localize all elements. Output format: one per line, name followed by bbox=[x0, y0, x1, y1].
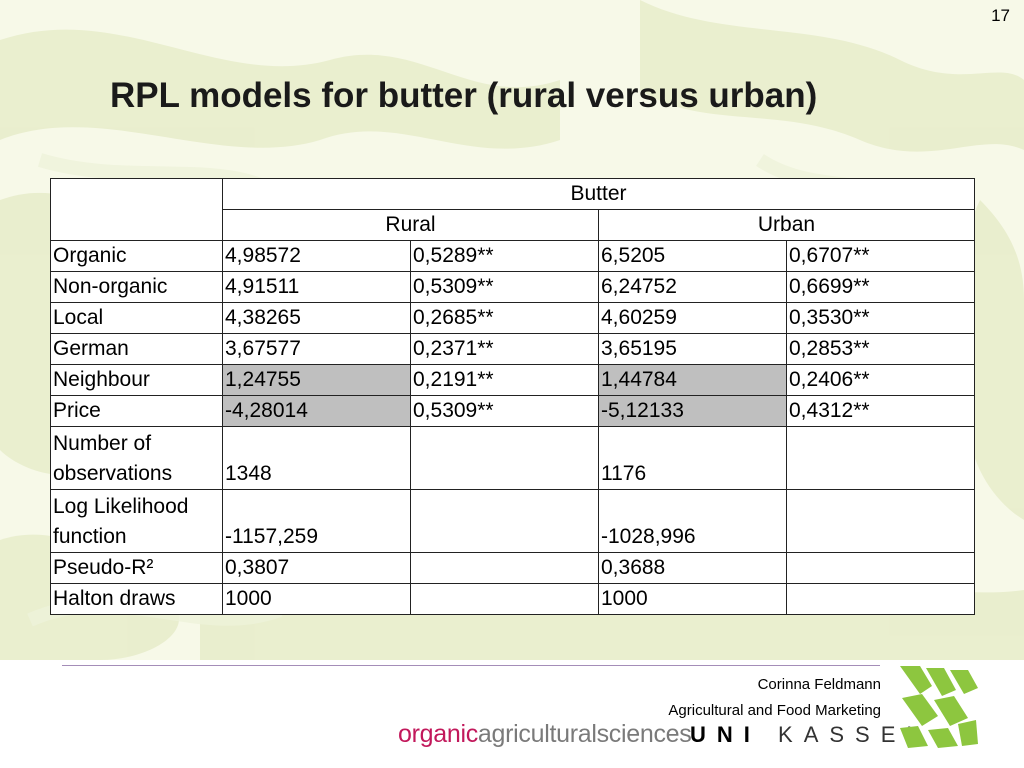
table-row: Neighbour 1,24755 0,2191** 1,44784 0,240… bbox=[50, 364, 975, 396]
cell-urban-value: -1028,996 bbox=[598, 489, 787, 553]
table-row: Number of observations 1348 1176 bbox=[50, 426, 975, 490]
cell-urban-value: 0,3688 bbox=[598, 552, 787, 584]
table-row: Price -4,28014 0,5309** -5,12133 0,4312*… bbox=[50, 395, 975, 427]
page-number: 17 bbox=[991, 6, 1010, 25]
cell-urban-sd: 0,2406** bbox=[786, 364, 975, 396]
empty-cell bbox=[410, 552, 599, 584]
row-label: Halton draws bbox=[50, 583, 223, 615]
brand-rest: agriculturalsciences bbox=[477, 720, 692, 748]
author-name: Corinna Feldmann bbox=[757, 676, 881, 693]
footer-divider bbox=[62, 665, 880, 666]
row-label: Number of observations bbox=[50, 426, 223, 490]
table-row: Pseudo-R² 0,3807 0,3688 bbox=[50, 552, 975, 584]
footer-background bbox=[0, 660, 1024, 768]
empty-cell bbox=[786, 426, 975, 490]
cell-rural-coef: 4,38265 bbox=[222, 302, 411, 334]
row-label: Non-organic bbox=[50, 271, 223, 303]
department-name: Agricultural and Food Marketing bbox=[668, 702, 881, 719]
cell-rural-coef: -4,28014 bbox=[222, 395, 411, 427]
uni-rest: KASSEL bbox=[778, 722, 930, 747]
table-row: Organic 4,98572 0,5289** 6,5205 0,6707** bbox=[50, 240, 975, 272]
cell-urban-coef: 4,60259 bbox=[598, 302, 787, 334]
empty-cell bbox=[786, 552, 975, 584]
table-header-row: Butter bbox=[50, 178, 975, 241]
uni-bold: UNI bbox=[690, 722, 761, 747]
cell-urban-sd: 0,6707** bbox=[786, 240, 975, 272]
cell-urban-value: 1176 bbox=[598, 426, 787, 490]
cell-rural-sd: 0,5289** bbox=[410, 240, 599, 272]
row-label: Log Likelihood function bbox=[50, 489, 223, 553]
results-table: Butter Rural Urban Organic 4,98572 0,528… bbox=[50, 178, 975, 615]
row-label-line1: Number of bbox=[53, 432, 152, 455]
empty-cell bbox=[786, 583, 975, 615]
row-label: German bbox=[50, 333, 223, 365]
table-row: Log Likelihood function -1157,259 -1028,9… bbox=[50, 489, 975, 553]
row-label-line2: function bbox=[53, 525, 127, 548]
row-label: Price bbox=[50, 395, 223, 427]
subheader-urban: Urban bbox=[598, 209, 975, 241]
brand-organic: organic bbox=[398, 720, 478, 748]
table-row: Halton draws 1000 1000 bbox=[50, 583, 975, 615]
table-row: Local 4,38265 0,2685** 4,60259 0,3530** bbox=[50, 302, 975, 334]
corner-cell bbox=[50, 178, 223, 241]
uni-kassel-logo-icon bbox=[900, 666, 978, 748]
table-row: Non-organic 4,91511 0,5309** 6,24752 0,6… bbox=[50, 271, 975, 303]
row-label: Neighbour bbox=[50, 364, 223, 396]
cell-rural-sd: 0,2371** bbox=[410, 333, 599, 365]
cell-rural-coef: 4,91511 bbox=[222, 271, 411, 303]
organic-agricultural-sciences-wordmark: organicagriculturalsciences bbox=[398, 720, 692, 749]
row-label: Local bbox=[50, 302, 223, 334]
cell-rural-sd: 0,5309** bbox=[410, 271, 599, 303]
row-label-line1: Log Likelihood bbox=[53, 495, 189, 518]
cell-rural-sd: 0,2191** bbox=[410, 364, 599, 396]
empty-cell bbox=[410, 583, 599, 615]
cell-rural-coef: 4,98572 bbox=[222, 240, 411, 272]
row-label-line2: observations bbox=[53, 462, 173, 485]
subheader-rural: Rural bbox=[222, 209, 599, 241]
table-row: German 3,67577 0,2371** 3,65195 0,2853** bbox=[50, 333, 975, 365]
cell-rural-value: 1000 bbox=[222, 583, 411, 615]
cell-urban-sd: 0,3530** bbox=[786, 302, 975, 334]
cell-urban-value: 1000 bbox=[598, 583, 787, 615]
slide-title: RPL models for butter (rural versus urba… bbox=[110, 76, 818, 115]
cell-rural-value: 0,3807 bbox=[222, 552, 411, 584]
cell-rural-value: -1157,259 bbox=[222, 489, 411, 553]
row-label: Pseudo-R² bbox=[50, 552, 223, 584]
cell-urban-sd: 0,6699** bbox=[786, 271, 975, 303]
cell-urban-coef: 6,24752 bbox=[598, 271, 787, 303]
cell-urban-coef: -5,12133 bbox=[598, 395, 787, 427]
cell-rural-sd: 0,2685** bbox=[410, 302, 599, 334]
row-label: Organic bbox=[50, 240, 223, 272]
cell-rural-sd: 0,5309** bbox=[410, 395, 599, 427]
uni-kassel-wordmark: UNI KASSEL bbox=[690, 722, 930, 748]
empty-cell bbox=[410, 489, 599, 553]
cell-urban-coef: 6,5205 bbox=[598, 240, 787, 272]
cell-rural-coef: 1,24755 bbox=[222, 364, 411, 396]
group-header: Butter bbox=[222, 178, 975, 210]
cell-urban-sd: 0,2853** bbox=[786, 333, 975, 365]
empty-cell bbox=[786, 489, 975, 553]
cell-urban-sd: 0,4312** bbox=[786, 395, 975, 427]
cell-rural-value: 1348 bbox=[222, 426, 411, 490]
cell-urban-coef: 1,44784 bbox=[598, 364, 787, 396]
cell-urban-coef: 3,65195 bbox=[598, 333, 787, 365]
empty-cell bbox=[410, 426, 599, 490]
cell-rural-coef: 3,67577 bbox=[222, 333, 411, 365]
